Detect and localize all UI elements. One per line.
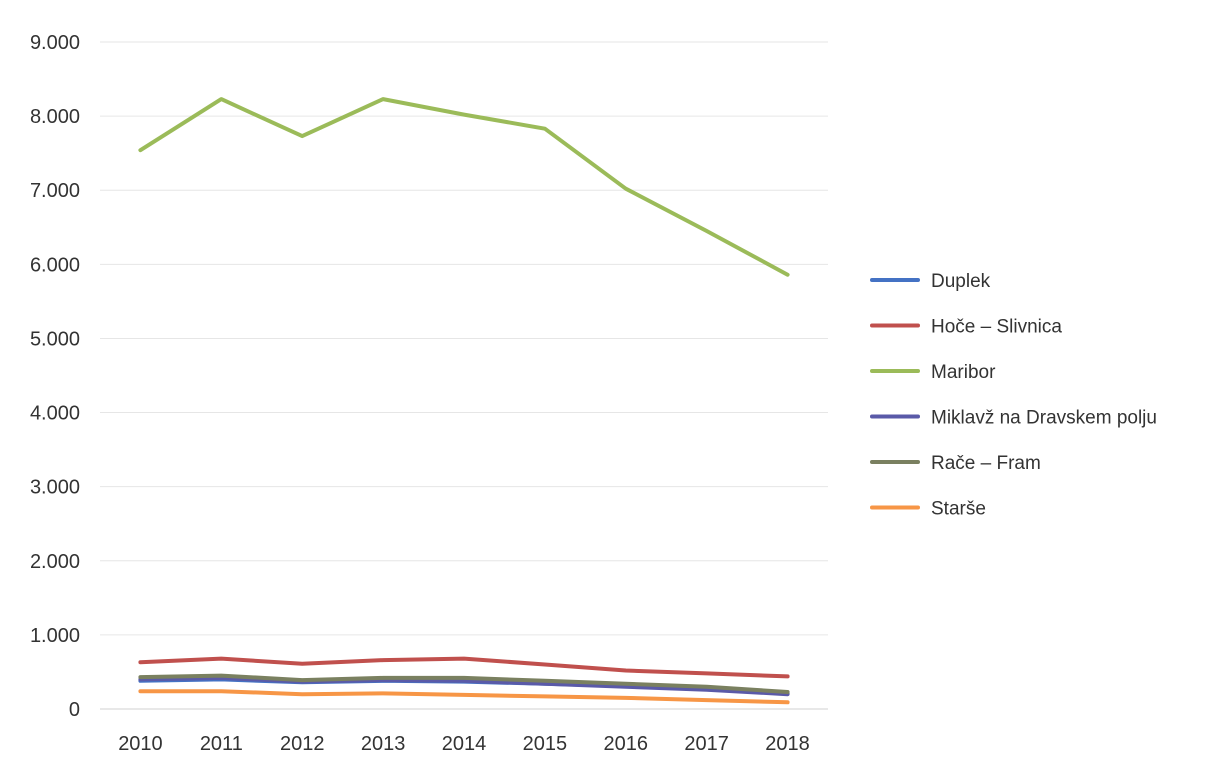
legend-label: Miklavž na Dravskem polju: [931, 408, 1157, 429]
y-tick-label: 0: [69, 699, 80, 721]
x-tick-label: 2013: [361, 733, 406, 755]
y-tick-label: 4.000: [30, 403, 80, 425]
y-tick-label: 5.000: [30, 328, 80, 350]
x-tick-label: 2018: [765, 733, 810, 755]
y-tick-label: 8.000: [30, 106, 80, 128]
series-lines: [138, 97, 790, 705]
series-line-miklav-na-dravskem-polju: [138, 675, 790, 697]
y-tick-label: 7.000: [30, 180, 80, 202]
x-tick-label: 2014: [442, 733, 487, 755]
legend-label: Rače – Fram: [931, 453, 1041, 474]
legend-item: Hoče – Slivnica: [870, 317, 1062, 338]
legend-item: Duplek: [870, 271, 991, 292]
x-axis-tick-labels: 2010 2011 2012 2013 2014 2015 2016 2017 2018: [118, 733, 810, 755]
y-tick-label: 1.000: [30, 625, 80, 647]
legend-label: Duplek: [931, 271, 991, 292]
legend-item: Miklavž na Dravskem polju: [870, 408, 1157, 429]
y-tick-label: 3.000: [30, 477, 80, 499]
series-line-maribor: [138, 97, 790, 277]
series-line-star-e: [138, 689, 790, 705]
legend-item: Starše: [870, 499, 986, 520]
legend: Duplek Hoče – Slivnica Maribor Miklavž na D…: [870, 271, 1157, 520]
x-tick-label: 2010: [118, 733, 163, 755]
legend-label: Maribor: [931, 362, 996, 383]
x-tick-label: 2017: [684, 733, 729, 755]
y-axis-tick-labels: 0 1.000 2.000 3.000 4.000 5.000 6.000 7.000 8.00…: [30, 32, 80, 721]
x-tick-label: 2016: [604, 733, 649, 755]
legend-label: Starše: [931, 499, 986, 520]
legend-label: Hoče – Slivnica: [931, 317, 1062, 338]
legend-item: Maribor: [870, 362, 996, 383]
x-tick-label: 2012: [280, 733, 325, 755]
x-tick-label: 2011: [200, 733, 243, 755]
series-line-ra-e-fram: [138, 673, 790, 694]
gridlines: [100, 41, 828, 710]
y-tick-label: 9.000: [30, 32, 80, 54]
y-tick-label: 2.000: [30, 551, 80, 573]
legend-item: Rače – Fram: [870, 453, 1041, 474]
x-tick-label: 2015: [523, 733, 568, 755]
series-line-ho-e-slivnica: [138, 656, 790, 679]
y-tick-label: 6.000: [30, 254, 80, 276]
